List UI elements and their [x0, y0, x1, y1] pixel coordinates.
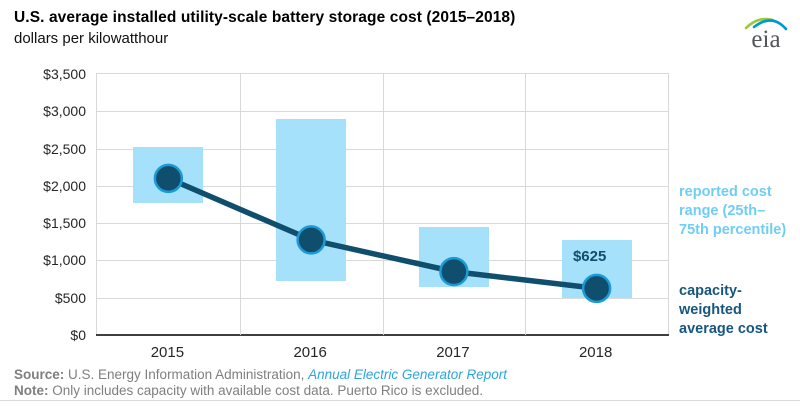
y-tick-label: $3,000: [43, 103, 86, 120]
x-tick-label-2017: 2017: [436, 344, 470, 361]
plot-area: [96, 73, 669, 336]
source-text: U.S. Energy Information Administration,: [64, 367, 309, 382]
data-point-2016: [296, 225, 326, 255]
eia-logo: eia: [740, 12, 792, 54]
source-label: Source:: [14, 367, 65, 382]
eia-logo-swoosh-icon: [744, 17, 788, 31]
note-text: Only includes capacity with available co…: [48, 382, 483, 398]
eia-logo-text: eia: [751, 26, 781, 53]
footer-notes: Source: U.S. Energy Information Administ…: [14, 367, 507, 398]
gridline-vertical: [382, 74, 384, 335]
data-point-2018: [581, 273, 612, 304]
bottom-divider: [0, 400, 800, 401]
x-tick-label-2015: 2015: [150, 344, 185, 361]
note-line: Note: Only includes capacity with availa…: [14, 383, 507, 399]
chart-title: U.S. average installed utility-scale bat…: [14, 9, 516, 26]
y-tick-label: $500: [54, 289, 86, 306]
y-tick-label: $1,000: [43, 252, 86, 269]
y-tick-label: $0: [70, 327, 86, 343]
legend-reported-cost-range: reported cost range (25th–75th percentil…: [679, 184, 787, 238]
x-tick-label-2016: 2016: [293, 344, 327, 361]
data-point-2015: [153, 163, 184, 194]
note-label: Note:: [14, 382, 49, 398]
y-tick-label: $1,500: [43, 215, 86, 232]
average-cost-line-layer: [153, 163, 612, 304]
x-tick-label-2018: 2018: [578, 344, 613, 361]
y-tick-label: $3,500: [43, 66, 86, 82]
gridline-vertical: [239, 74, 241, 335]
average-cost-trend-line: [165, 175, 600, 292]
gridline-vertical: [525, 74, 527, 335]
y-tick-label: $2,500: [43, 140, 86, 157]
source-line: Source: U.S. Energy Information Administ…: [14, 367, 507, 383]
data-point-2017: [439, 256, 469, 287]
legend-capacity-weighted-average: capacity-weighted average cost: [679, 283, 768, 337]
data-label-2018: $625: [572, 248, 607, 266]
x-axis-line: [96, 334, 669, 336]
chart-units-subtitle: dollars per kilowatthour: [14, 30, 169, 47]
source-report-link[interactable]: Annual Electric Generator Report: [308, 367, 507, 382]
y-tick-label: $2,000: [43, 177, 86, 194]
